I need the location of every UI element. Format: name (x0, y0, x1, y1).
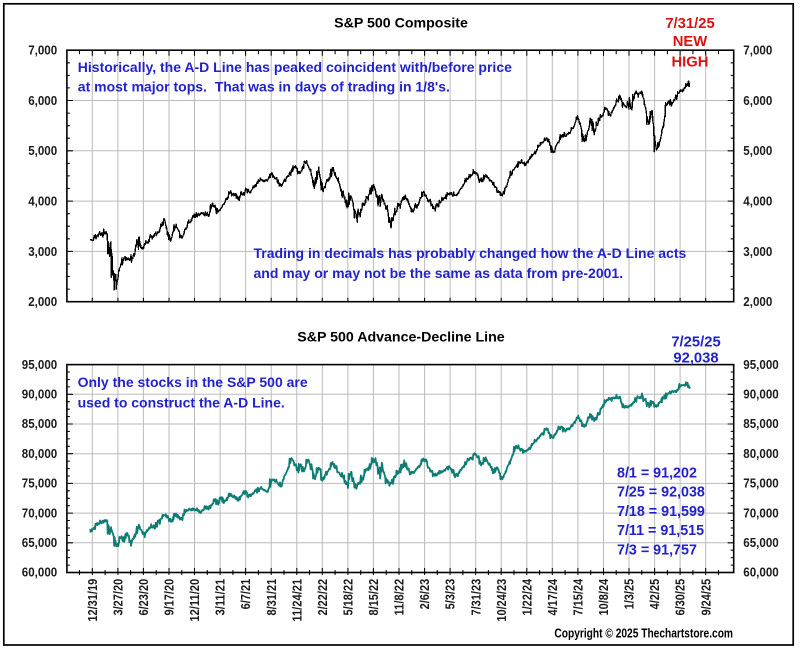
svg-text:and may or may not be the same: and may or may not be the same as data f… (254, 265, 624, 281)
svg-text:9/24/25: 9/24/25 (699, 579, 713, 616)
svg-text:at most major tops. That was: at most major tops. That was in days of … (78, 79, 450, 95)
svg-text:90,000: 90,000 (22, 387, 57, 402)
svg-text:3/27/20: 3/27/20 (112, 579, 126, 616)
svg-text:12/31/19: 12/31/19 (86, 579, 100, 622)
svg-text:7/11 = 91,515: 7/11 = 91,515 (617, 523, 704, 539)
svg-text:2,000: 2,000 (28, 294, 57, 309)
svg-text:70,000: 70,000 (22, 505, 57, 520)
svg-text:85,000: 85,000 (743, 416, 778, 431)
svg-text:8/31/21: 8/31/21 (265, 579, 279, 616)
svg-text:5,000: 5,000 (28, 143, 57, 158)
svg-text:4,000: 4,000 (28, 194, 57, 209)
svg-text:Only the stocks in the S&P 500: Only the stocks in the S&P 500 are (78, 374, 308, 390)
svg-text:Trading in decimals has probab: Trading in decimals has probably changed… (254, 245, 687, 261)
svg-text:1/3/25: 1/3/25 (623, 579, 637, 610)
svg-text:S&P 500 Composite: S&P 500 Composite (334, 16, 468, 32)
svg-text:95,000: 95,000 (743, 357, 778, 372)
svg-text:7/25 = 92,038: 7/25 = 92,038 (617, 485, 705, 501)
svg-text:3,000: 3,000 (28, 244, 57, 259)
svg-text:8/1 = 91,202: 8/1 = 91,202 (617, 465, 697, 481)
svg-text:2,000: 2,000 (743, 294, 772, 309)
svg-text:6/30/25: 6/30/25 (674, 579, 688, 616)
svg-text:7,000: 7,000 (743, 43, 772, 58)
svg-text:80,000: 80,000 (743, 446, 778, 461)
svg-text:NEW: NEW (673, 34, 708, 50)
svg-text:6/7/21: 6/7/21 (239, 579, 253, 610)
svg-text:8/15/22: 8/15/22 (367, 579, 381, 616)
svg-text:2/22/22: 2/22/22 (316, 579, 330, 616)
svg-text:12/11/20: 12/11/20 (188, 579, 202, 622)
svg-text:7,000: 7,000 (28, 43, 57, 58)
svg-text:7/3 = 91,757: 7/3 = 91,757 (617, 543, 697, 559)
svg-text:85,000: 85,000 (22, 416, 57, 431)
svg-text:60,000: 60,000 (22, 565, 57, 580)
svg-text:7/18 = 91,599: 7/18 = 91,599 (617, 504, 705, 520)
svg-text:90,000: 90,000 (743, 387, 778, 402)
svg-text:65,000: 65,000 (743, 535, 778, 550)
svg-text:7/25/25: 7/25/25 (671, 335, 720, 351)
svg-text:9/17/20: 9/17/20 (163, 579, 177, 616)
svg-text:80,000: 80,000 (22, 446, 57, 461)
svg-text:75,000: 75,000 (22, 476, 57, 491)
svg-text:5/18/22: 5/18/22 (342, 579, 356, 616)
svg-text:10/8/24: 10/8/24 (597, 579, 611, 616)
svg-text:5/3/23: 5/3/23 (444, 579, 458, 610)
svg-text:2/6/23: 2/6/23 (418, 579, 432, 610)
svg-text:60,000: 60,000 (743, 565, 778, 580)
svg-text:Copyright © 2025 Thechartstore: Copyright © 2025 Thechartstore.com (554, 626, 733, 641)
svg-text:4/2/25: 4/2/25 (648, 579, 662, 610)
svg-text:1/22/24: 1/22/24 (520, 579, 534, 616)
svg-text:11/8/22: 11/8/22 (393, 579, 407, 616)
svg-text:5,000: 5,000 (743, 143, 772, 158)
svg-text:6/23/20: 6/23/20 (137, 579, 151, 616)
svg-text:used to construct the A-D Line: used to construct the A-D Line. (78, 395, 285, 411)
svg-text:92,038: 92,038 (673, 351, 718, 367)
svg-text:3,000: 3,000 (743, 244, 772, 259)
svg-text:11/24/21: 11/24/21 (290, 579, 304, 622)
svg-text:Historically, the A-D Line has: Historically, the A-D Line has peaked co… (78, 59, 512, 75)
svg-text:65,000: 65,000 (22, 535, 57, 550)
svg-text:7/31/23: 7/31/23 (469, 579, 483, 616)
svg-text:4/17/24: 4/17/24 (546, 579, 560, 616)
svg-text:7/31/25: 7/31/25 (665, 16, 714, 32)
svg-text:3/11/21: 3/11/21 (214, 579, 228, 616)
svg-text:95,000: 95,000 (22, 357, 57, 372)
svg-text:6,000: 6,000 (28, 93, 57, 108)
svg-text:6,000: 6,000 (743, 93, 772, 108)
svg-text:75,000: 75,000 (743, 476, 778, 491)
svg-text:S&P 500 Advance-Decline Line: S&P 500 Advance-Decline Line (297, 329, 504, 345)
svg-text:7/15/24: 7/15/24 (572, 579, 586, 616)
svg-text:HIGH: HIGH (672, 55, 709, 71)
svg-text:4,000: 4,000 (743, 194, 772, 209)
svg-text:10/24/23: 10/24/23 (495, 579, 509, 622)
svg-text:70,000: 70,000 (743, 505, 778, 520)
